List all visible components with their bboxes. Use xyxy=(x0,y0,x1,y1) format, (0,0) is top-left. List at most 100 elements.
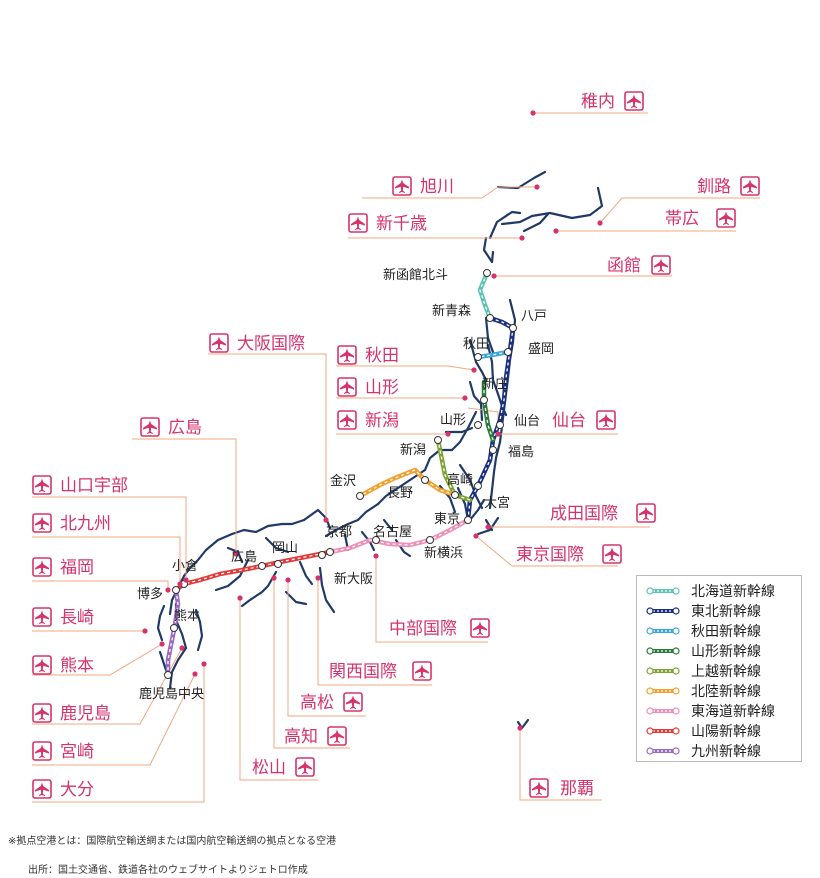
airplane-icon xyxy=(624,91,644,111)
coastline-segment xyxy=(226,546,244,564)
airport-dot-kushiro xyxy=(597,220,603,226)
leader-line xyxy=(239,598,318,781)
kyushu-shinkansen-dash xyxy=(167,589,179,675)
coastline-segment xyxy=(468,498,486,522)
airport-label-matsuyama: 松山 xyxy=(252,758,286,778)
leader-lines xyxy=(32,112,760,803)
legend-line-icon xyxy=(646,587,680,595)
airplane-icon-frame xyxy=(602,544,622,564)
yamagata-shinkansen-dash xyxy=(483,382,494,441)
airplane-icon xyxy=(348,213,368,233)
station-label-hiroshima: 広島 xyxy=(231,550,257,565)
station-label-nagoya: 名古屋 xyxy=(373,524,412,540)
airport-dot-nagasaki xyxy=(142,628,148,634)
legend-label: 北海道新幹線 xyxy=(691,584,775,600)
airport-dot-obihiro xyxy=(553,228,559,234)
coastline-segment xyxy=(264,536,290,554)
airport-label-naha: 那覇 xyxy=(560,779,594,799)
source-note: 出所：国土交通省、鉄道各社のウェブサイトよりジェトロ作成 xyxy=(28,865,308,876)
station-label-shinosaka: 新大阪 xyxy=(334,571,373,587)
station-hachinohe xyxy=(509,324,517,332)
airport-dot-chubu xyxy=(373,553,379,559)
airplane-icon-shape xyxy=(330,729,344,743)
station-niigata xyxy=(434,436,442,444)
station-yamagata xyxy=(474,421,482,429)
airport-dot-oita xyxy=(201,661,207,667)
airplane-icon-shape xyxy=(35,516,49,530)
airplane-icon xyxy=(412,661,432,681)
coastline-segment xyxy=(423,448,454,472)
airplane-icon-frame xyxy=(529,778,549,798)
legend-item: 東海道新幹線 xyxy=(645,702,775,720)
airplane-icon-frame xyxy=(337,410,357,430)
airport-dot-kagoshima xyxy=(179,645,185,651)
airplane-icon-shape xyxy=(212,336,226,350)
airport-dot-yamagata xyxy=(462,395,468,401)
airport-dot-fukuoka xyxy=(165,587,171,593)
airport-label-kochi: 高知 xyxy=(284,727,318,747)
hokuriku-shinkansen-dash xyxy=(359,469,456,497)
legend-label: 秋田新幹線 xyxy=(691,624,761,640)
legend-item: 九州新幹線 xyxy=(645,742,761,760)
station-hakata xyxy=(172,586,180,594)
legend-item: 山陽新幹線 xyxy=(645,722,761,740)
airport-label-obihiro: 帯広 xyxy=(665,209,699,229)
station-label-hakata: 博多 xyxy=(137,586,163,602)
legend-line-icon xyxy=(646,607,680,615)
airplane-icon xyxy=(32,779,52,799)
leader-line xyxy=(336,365,475,371)
legend-label: 北陸新幹線 xyxy=(691,684,761,700)
airplane-icon-shape xyxy=(415,664,429,678)
airplane-icon-frame xyxy=(624,91,644,111)
airplane-icon-frame xyxy=(412,661,432,681)
airport-dot-yamaguchiube xyxy=(183,577,189,583)
coastline-segment xyxy=(382,518,394,532)
legend-line-icon xyxy=(646,627,680,635)
airport-dot-osaka xyxy=(323,517,329,523)
airplane-icon-shape xyxy=(35,560,49,574)
airplane-icon-shape xyxy=(532,781,546,795)
airplane-icon xyxy=(32,475,52,495)
airplane-icon-shape xyxy=(35,744,49,758)
coastline-segment xyxy=(182,532,234,578)
airplane-icon-shape xyxy=(35,610,49,624)
station-kanazawa xyxy=(356,492,364,500)
airport-dot-wakkanai xyxy=(530,110,536,116)
airplane-icon-frame xyxy=(716,208,736,228)
airplane-icon-frame xyxy=(32,655,52,675)
station-shinyokohama xyxy=(426,536,434,544)
airplane-icon-shape xyxy=(340,413,354,427)
airplane-icon-shape xyxy=(35,658,49,672)
legend-line-icon xyxy=(646,727,680,735)
airplane-icon xyxy=(636,503,656,523)
station-kumamoto xyxy=(170,624,178,632)
station-morioka xyxy=(504,348,512,356)
airplane-icon-frame xyxy=(651,255,671,275)
airplane-icon-shape xyxy=(627,94,641,108)
coastline-segment xyxy=(298,560,314,586)
airport-dot-kochi xyxy=(271,575,277,581)
airport-label-kitakyushu: 北九州 xyxy=(60,514,111,534)
station-label-shinyokohama: 新横浜 xyxy=(424,545,463,561)
station-label-shinaomori: 新青森 xyxy=(432,303,471,319)
coastline-segment xyxy=(376,468,427,506)
tokaido-shinkansen-dash xyxy=(329,519,469,553)
leader-line xyxy=(32,536,181,584)
airplane-icon xyxy=(32,741,52,761)
airport-dot-kitakyushu xyxy=(177,581,183,587)
airplane-icon xyxy=(209,333,229,353)
airplane-icon-shape xyxy=(35,478,49,492)
airplane-icon xyxy=(602,544,622,564)
airport-dot-niigata xyxy=(445,431,451,437)
leader-line xyxy=(273,578,350,749)
coastline-segment xyxy=(476,516,500,536)
airplane-icon-frame xyxy=(32,703,52,723)
airplane-icon xyxy=(740,176,760,196)
legend-label: 東海道新幹線 xyxy=(691,704,775,720)
airplane-icon-frame xyxy=(740,176,760,196)
leader-line xyxy=(287,580,366,717)
station-label-omiya: 大宮 xyxy=(484,495,510,511)
airport-dot-miyazaki xyxy=(192,671,198,677)
station-label-yamagata: 山形 xyxy=(440,413,466,428)
